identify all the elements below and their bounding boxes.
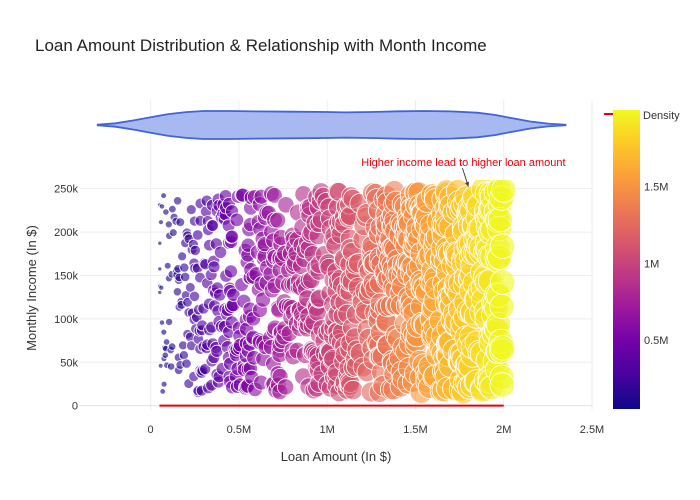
scatter-point: [164, 220, 173, 229]
x-axis-title: Loan Amount (In $): [281, 449, 392, 464]
scatter-point: [489, 372, 515, 398]
colorbar-title: Density: [643, 110, 680, 122]
y-tick-label: 150k: [54, 270, 78, 282]
y-tick-label: 100k: [54, 314, 78, 326]
scatter-point: [161, 351, 169, 359]
scatter-point: [489, 293, 515, 320]
scatter-points: [157, 180, 517, 405]
scatter-point: [167, 362, 176, 371]
x-tick-label: 0: [148, 424, 154, 436]
scatter-point: [178, 350, 189, 361]
colorbar-tick-label: 1M: [644, 258, 659, 270]
scatter-point: [182, 297, 193, 308]
scatter-point: [173, 196, 183, 206]
scatter-point: [158, 203, 165, 210]
annotation-text: Higher income lead to higher loan amount: [361, 157, 565, 169]
scatter-point: [185, 204, 197, 216]
scatter-point: [160, 192, 167, 199]
y-tick-label: 200k: [54, 227, 78, 239]
scatter-point: [163, 261, 172, 270]
scatter-point: [489, 269, 516, 295]
scatter-point: [162, 208, 170, 216]
scatter-point: [162, 338, 171, 346]
scatter-point: [160, 328, 168, 336]
scatter-point: [159, 388, 166, 395]
scatter-point: [487, 206, 513, 233]
y-tick-label: 50k: [60, 357, 78, 369]
scatter-point: [491, 180, 517, 203]
scatter-point: [207, 260, 221, 274]
scatter-point: [226, 287, 241, 302]
scatter-point: [266, 187, 283, 204]
scatter-point: [172, 287, 182, 297]
y-tick-label: 0: [72, 401, 78, 413]
scatter-point: [157, 219, 164, 226]
scatter-point: [185, 282, 196, 293]
scatter-point: [199, 362, 212, 375]
scatter-point: [181, 358, 192, 369]
scatter-point: [167, 342, 177, 351]
x-tick-label: 2M: [496, 424, 511, 436]
scatter-point: [188, 290, 201, 302]
scatter-point: [157, 240, 163, 246]
scatter-point: [168, 204, 177, 214]
scatter-point: [489, 335, 516, 361]
scatter-point: [191, 229, 204, 241]
scatter-point: [229, 212, 245, 228]
reference-line-layer: [159, 113, 613, 407]
colorbar-tick-label: 1.5M: [644, 182, 668, 194]
annotation-layer: Higher income lead to higher loan amount: [361, 157, 566, 187]
scatter-point: [224, 229, 239, 244]
scatter-point: [169, 228, 178, 237]
scatter-point: [269, 211, 287, 229]
colorbar-gradient: [613, 110, 640, 409]
scatter-point: [160, 380, 168, 388]
scatter-point: [157, 362, 164, 369]
scatter-point: [157, 289, 163, 295]
y-axis-title: Monthly Income (In $): [24, 225, 39, 351]
y-tick-labels: 0 50k 100k 150k 200k 250k: [54, 184, 78, 413]
x-tick-label: 2.5M: [580, 424, 604, 436]
x-tick-label: 0.5M: [227, 424, 251, 436]
colorbar-tick-label: 0.5M: [644, 335, 668, 347]
x-tick-label: 1.5M: [403, 424, 427, 436]
scatter-point: [175, 217, 186, 228]
scatter-point: [276, 378, 295, 396]
annotation-arrow-head: [464, 181, 470, 187]
colorbar: Density 0.5M 1M 1.5M: [613, 110, 680, 409]
scatter-point: [179, 262, 190, 273]
scatter-point: [189, 244, 201, 256]
x-tick-label: 1M: [320, 424, 335, 436]
scatter-point: [157, 266, 163, 272]
chart-title: Loan Amount Distribution & Relationship …: [35, 36, 487, 55]
scatter-point: [223, 264, 238, 279]
scatter-point: [213, 245, 228, 259]
scatter-point: [206, 219, 219, 232]
violin-layer: [96, 110, 567, 140]
scatter-point: [489, 233, 516, 259]
scatter-point: [342, 379, 364, 401]
scatter-point: [158, 284, 165, 291]
scatter-point: [158, 319, 166, 326]
scatter-point: [177, 251, 188, 262]
violin-shape: [96, 110, 567, 140]
scatter-point: [165, 317, 174, 326]
x-tick-labels: 0 0.5M 1M 1.5M 2M 2.5M: [148, 424, 605, 436]
scatter-point: [180, 271, 191, 282]
y-tick-label: 250k: [54, 184, 78, 196]
